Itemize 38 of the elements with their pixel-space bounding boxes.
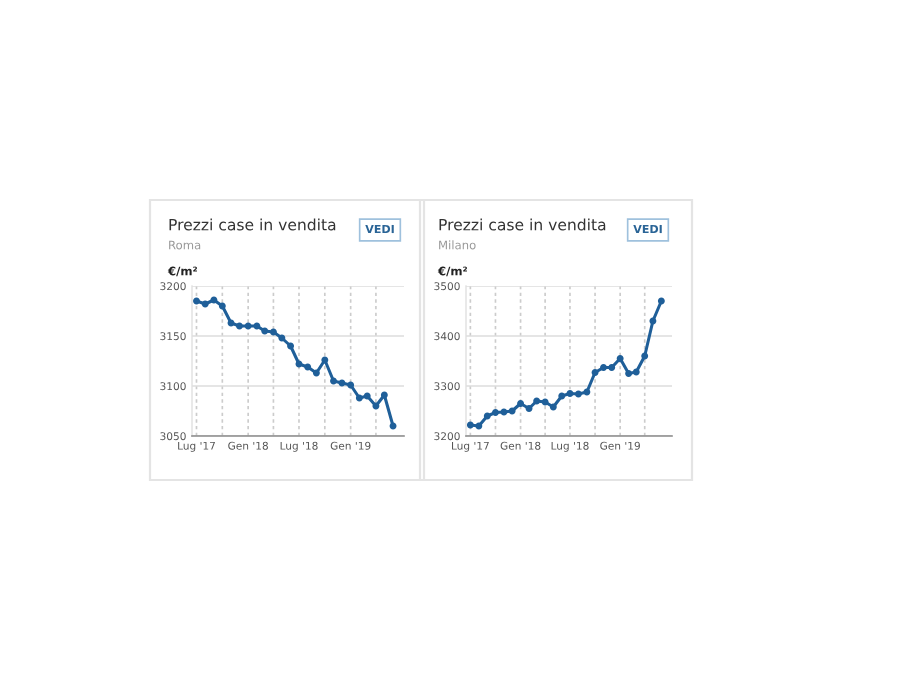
point bbox=[632, 368, 640, 376]
point bbox=[218, 302, 226, 310]
point bbox=[625, 370, 633, 377]
point bbox=[235, 322, 243, 330]
point bbox=[278, 334, 286, 342]
point bbox=[616, 355, 624, 362]
point bbox=[363, 392, 371, 400]
point bbox=[312, 369, 320, 377]
point bbox=[574, 390, 582, 398]
point bbox=[608, 364, 616, 371]
point bbox=[549, 403, 557, 411]
point bbox=[253, 322, 261, 330]
point bbox=[566, 390, 574, 397]
point bbox=[466, 421, 474, 429]
point bbox=[641, 352, 649, 360]
point bbox=[347, 381, 355, 389]
point bbox=[583, 388, 591, 396]
point bbox=[517, 400, 525, 407]
point bbox=[261, 327, 269, 335]
point bbox=[380, 391, 388, 399]
point bbox=[287, 342, 295, 350]
point bbox=[304, 363, 312, 371]
point bbox=[475, 422, 483, 430]
point bbox=[330, 377, 337, 385]
point bbox=[244, 322, 252, 330]
point bbox=[269, 328, 277, 336]
point bbox=[657, 297, 665, 305]
point bbox=[600, 364, 607, 371]
point bbox=[483, 412, 491, 420]
point bbox=[491, 409, 499, 416]
point bbox=[201, 300, 209, 308]
point bbox=[533, 397, 541, 405]
point bbox=[193, 297, 200, 305]
point bbox=[558, 392, 566, 400]
point bbox=[525, 405, 533, 412]
point bbox=[591, 369, 599, 376]
point bbox=[355, 394, 363, 402]
point bbox=[321, 356, 329, 364]
